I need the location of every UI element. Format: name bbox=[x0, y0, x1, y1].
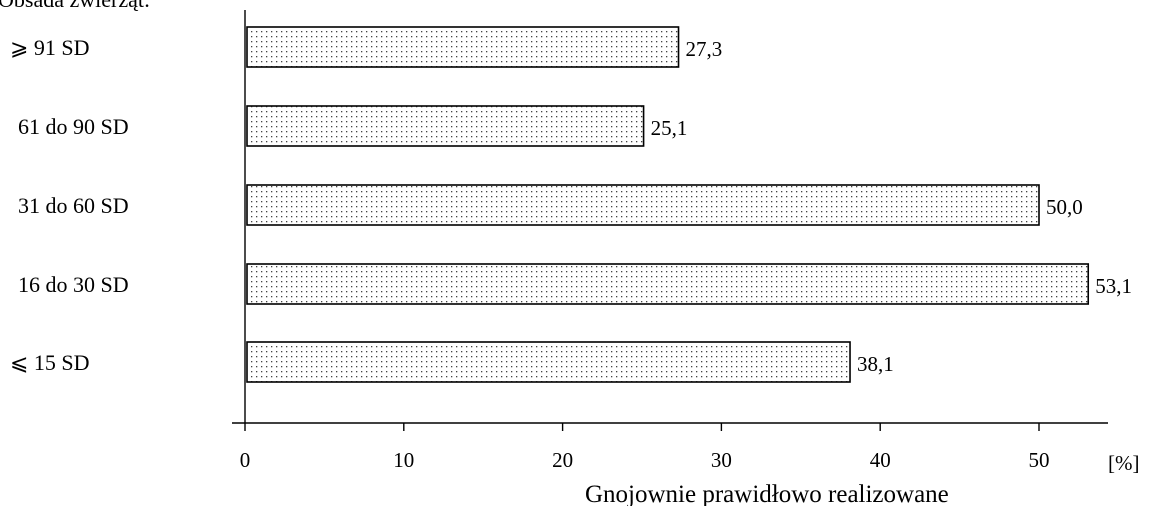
bar bbox=[246, 26, 680, 68]
bar bbox=[246, 341, 851, 383]
x-tick-label: 50 bbox=[1029, 448, 1050, 472]
value-label: 27,3 bbox=[686, 37, 723, 61]
category-label: 16 do 30 SD bbox=[18, 272, 129, 297]
x-axis-label: Gnojownie prawidłowo realizowane bbox=[585, 481, 949, 506]
bar bbox=[246, 105, 645, 147]
value-label: 53,1 bbox=[1095, 274, 1132, 298]
x-tick-label: 30 bbox=[711, 448, 732, 472]
x-tick-label: 20 bbox=[552, 448, 573, 472]
value-labels: 27,3 25,1 50,0 53,1 38,1 bbox=[651, 37, 1132, 376]
bar bbox=[246, 263, 1090, 305]
bars-group bbox=[246, 26, 1090, 383]
x-axis-unit: [%] bbox=[1108, 451, 1139, 475]
bar bbox=[246, 184, 1040, 226]
value-label: 50,0 bbox=[1046, 195, 1083, 219]
y-axis-label: Obsada zwierząt: bbox=[0, 0, 150, 12]
category-label: 31 do 60 SD bbox=[18, 193, 129, 218]
value-label: 25,1 bbox=[651, 116, 688, 140]
x-tick-label: 0 bbox=[240, 448, 251, 472]
category-label: ⩾ 91 SD bbox=[10, 35, 90, 60]
category-label: 61 do 90 SD bbox=[18, 114, 129, 139]
x-ticks: 0 10 20 30 40 50 bbox=[240, 423, 1050, 472]
x-tick-label: 10 bbox=[393, 448, 414, 472]
category-labels: ⩾ 91 SD 61 do 90 SD 31 do 60 SD 16 do 30 SD… bbox=[10, 35, 129, 375]
x-tick-label: 40 bbox=[870, 448, 891, 472]
category-label: ⩽ 15 SD bbox=[10, 350, 90, 375]
value-label: 38,1 bbox=[857, 352, 894, 376]
